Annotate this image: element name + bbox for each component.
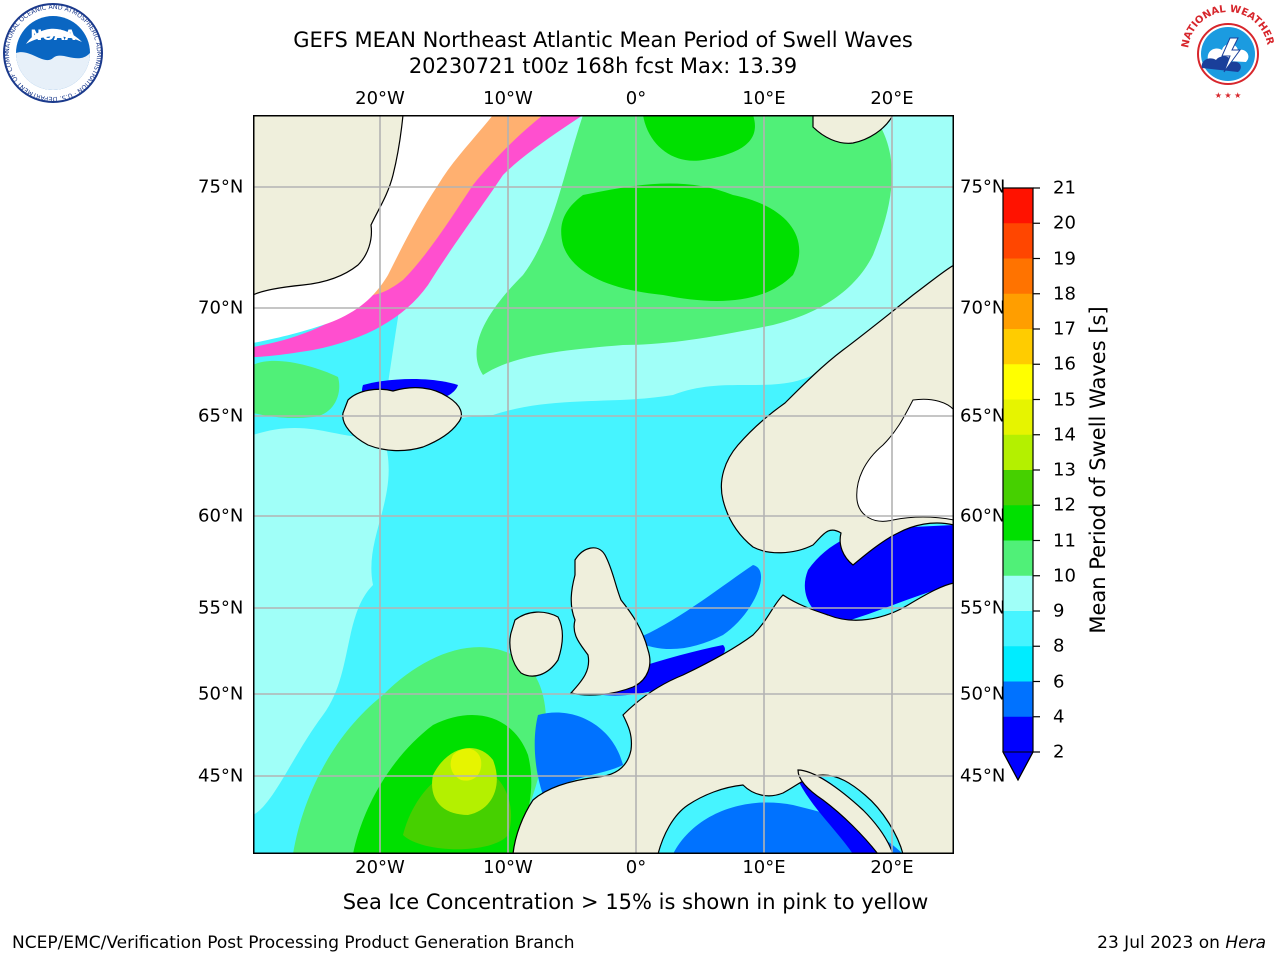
lat-label-left-2: 65°N xyxy=(198,405,244,427)
colorbar-tick-label: 21 xyxy=(1053,177,1076,199)
colorbar-segment xyxy=(1003,470,1033,506)
colorbar-tick-label: 18 xyxy=(1053,283,1076,305)
colorbar-segment xyxy=(1003,716,1033,753)
swell-zone-11-12s-north xyxy=(561,183,800,301)
lat-label-left-1: 70°N xyxy=(198,297,244,319)
italy-land xyxy=(797,769,894,854)
lat-label-left-3: 60°N xyxy=(198,505,244,527)
colorbar-segment xyxy=(1003,223,1033,259)
colorbar-tick-label: 17 xyxy=(1053,318,1076,340)
colorbar-segment xyxy=(1003,505,1033,541)
colorbar-segment xyxy=(1003,364,1033,400)
lon-label-top-2: 0° xyxy=(625,88,647,109)
colorbar-segment xyxy=(1003,399,1033,436)
colorbar-tick-label: 9 xyxy=(1053,600,1065,622)
noaa-logo: NATIONAL OCEANIC AND ATMOSPHERIC ADMINIS… xyxy=(2,2,103,103)
swell-zone-14-15s-south xyxy=(450,748,482,781)
lon-label-bottom-2: 0° xyxy=(625,857,647,878)
lon-label-bottom-1: 10°W xyxy=(483,857,533,878)
colorbar-tick-label: 10 xyxy=(1053,565,1076,587)
colorbar-tick-label: 20 xyxy=(1053,212,1076,234)
colorbar-tick-label: 2 xyxy=(1053,741,1065,763)
chart-title: GEFS MEAN Northeast Atlantic Mean Period… xyxy=(293,28,913,52)
colorbar-segment xyxy=(1003,681,1033,718)
ireland-land xyxy=(509,611,564,677)
lon-label-top-1: 10°W xyxy=(483,88,533,109)
noaa-logo-text: NOAA xyxy=(31,28,76,44)
lon-label-bottom-0: 20°W xyxy=(355,857,405,878)
svalbard-land xyxy=(812,115,894,144)
colorbar-segment xyxy=(1003,258,1033,295)
map-frame xyxy=(253,115,954,854)
colorbar-segment xyxy=(1003,540,1033,577)
colorbar-tick-label: 11 xyxy=(1053,530,1076,551)
colorbar-extend-triangle xyxy=(1002,751,1034,782)
footer-credit: NCEP/EMC/Verification Post Processing Pr… xyxy=(12,933,575,953)
lat-label-left-5: 50°N xyxy=(198,683,244,705)
colorbar xyxy=(1002,187,1040,782)
colorbar-segment xyxy=(1003,434,1033,471)
footer-host: Hera xyxy=(1225,933,1266,953)
colorbar-frame xyxy=(1002,187,1034,782)
colorbar-label: Mean Period of Swell Waves [s] xyxy=(1086,306,1110,634)
footer-date-text: 23 Jul 2023 on xyxy=(1097,933,1220,953)
lat-label-left-0: 75°N xyxy=(198,176,244,198)
chart-subtitle: 20230721 t00z 168h fcst Max: 13.39 xyxy=(408,54,798,78)
colorbar-segment xyxy=(1003,329,1033,365)
lon-label-top-4: 20°E xyxy=(870,88,914,109)
colorbar-tick-label: 15 xyxy=(1053,389,1076,410)
lon-label-top-0: 20°W xyxy=(355,88,405,109)
lat-label-right-6: 45°N xyxy=(960,765,1006,787)
colorbar-tick-label: 4 xyxy=(1053,706,1065,728)
iceland-land xyxy=(342,387,462,452)
lat-label-right-1: 70°N xyxy=(960,297,1006,319)
colorbar-tick-label: 14 xyxy=(1053,424,1076,446)
swell-zone-2-4s-biscay xyxy=(534,712,623,795)
footer-date: 23 Jul 2023 on Hera xyxy=(1097,933,1266,953)
lat-label-left-6: 45°N xyxy=(198,765,244,787)
map-plot xyxy=(253,115,954,854)
lon-label-top-3: 10°E xyxy=(742,88,786,109)
colorbar-segment xyxy=(1003,188,1033,224)
lat-label-right-5: 50°N xyxy=(960,683,1006,705)
lat-label-left-4: 55°N xyxy=(198,597,244,619)
swell-zone-8-9s xyxy=(253,427,389,815)
colorbar-tick-label: 12 xyxy=(1053,494,1076,516)
lat-label-right-2: 65°N xyxy=(960,405,1006,427)
colorbar-segment xyxy=(1003,611,1033,647)
lat-label-right-4: 55°N xyxy=(960,597,1006,619)
colorbar-segment xyxy=(1003,293,1033,330)
swell-zone-10-11s-west xyxy=(253,360,340,418)
colorbar-tick-label: 8 xyxy=(1053,635,1065,657)
grid-lines xyxy=(253,115,954,854)
great-britain-land xyxy=(569,547,651,696)
greenland-coast xyxy=(253,115,404,296)
colorbar-segment xyxy=(1003,646,1033,682)
colorbar-tick-label: 16 xyxy=(1053,353,1076,375)
swell-zone-11-12s-north-b xyxy=(643,115,755,161)
colorbar-segment xyxy=(1003,575,1033,612)
swell-zone-2-4s-northsea xyxy=(633,565,762,650)
colorbar-tick-label: 19 xyxy=(1053,248,1076,269)
nws-logo: NATIONAL WEATHER SERVICE ★ ★ ★ xyxy=(1178,2,1276,100)
lon-label-bottom-4: 20°E xyxy=(870,857,914,878)
lat-label-right-3: 60°N xyxy=(960,505,1006,527)
lon-label-bottom-3: 10°E xyxy=(742,857,786,878)
svg-text:★ ★ ★: ★ ★ ★ xyxy=(1215,91,1242,100)
lat-label-right-0: 75°N xyxy=(960,176,1006,198)
colorbar-tick-label: 13 xyxy=(1053,459,1076,481)
sea-ice-note: Sea Ice Concentration > 15% is shown in … xyxy=(342,890,929,914)
colorbar-tick-label: 6 xyxy=(1053,671,1065,692)
